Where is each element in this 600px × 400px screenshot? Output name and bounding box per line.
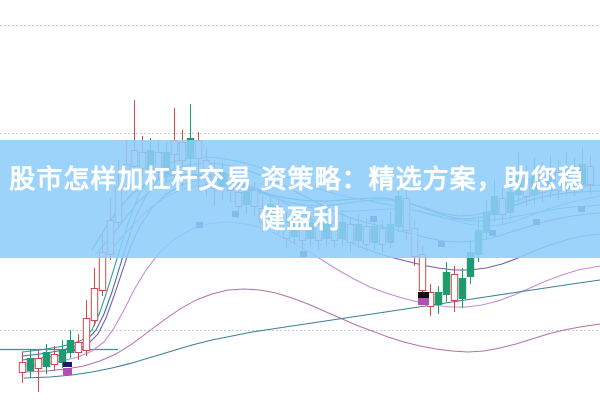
signal-marker xyxy=(63,368,72,375)
candle-body xyxy=(146,150,155,171)
candle-body xyxy=(266,204,275,221)
candle-body xyxy=(378,228,387,245)
signal-marker xyxy=(578,206,585,212)
candle-body xyxy=(82,318,91,351)
candle-body xyxy=(498,198,507,215)
candle-body xyxy=(74,342,83,353)
candle-body xyxy=(250,190,259,207)
candle-body xyxy=(354,224,363,241)
candle-body xyxy=(258,208,267,223)
signal-marker xyxy=(533,219,540,225)
signal-marker xyxy=(232,211,239,217)
candle-body xyxy=(394,196,403,227)
candle-body xyxy=(90,288,99,321)
candle-body xyxy=(490,196,499,215)
ma-line xyxy=(23,279,600,379)
candle-body xyxy=(578,164,587,185)
candle-body xyxy=(330,222,339,241)
candle-body xyxy=(322,220,331,239)
candle-body xyxy=(226,174,235,191)
candle-body xyxy=(418,254,427,291)
candle-body xyxy=(218,172,227,187)
candle-body xyxy=(194,140,203,159)
candle-body xyxy=(58,350,67,363)
candle-body xyxy=(362,226,371,245)
candle-body xyxy=(314,224,323,241)
candle-body xyxy=(290,220,299,237)
candle-body xyxy=(370,226,379,243)
signal-marker xyxy=(418,298,429,305)
candle-body xyxy=(178,142,187,161)
candle-body xyxy=(474,230,483,255)
candle-body xyxy=(386,224,395,243)
candle-body xyxy=(570,170,579,187)
candle-body xyxy=(538,174,547,193)
candle-body xyxy=(34,358,43,369)
candle-body xyxy=(122,164,131,189)
candle-body xyxy=(346,224,355,243)
candle-body xyxy=(410,228,419,257)
candle-body xyxy=(586,166,595,185)
candle-body xyxy=(514,176,523,195)
candle-body xyxy=(466,252,475,277)
candle-body xyxy=(562,168,571,189)
candle-body xyxy=(186,138,195,159)
candle-body xyxy=(554,172,563,191)
candle-body xyxy=(306,222,315,239)
candle-body xyxy=(546,170,555,191)
candle-body xyxy=(210,174,219,189)
candle-body xyxy=(66,340,75,353)
candle-body xyxy=(338,222,347,239)
candle-body xyxy=(282,222,291,239)
signal-marker xyxy=(196,222,203,228)
signal-marker xyxy=(63,362,72,367)
candle-body xyxy=(202,160,211,177)
candle-body xyxy=(506,192,515,213)
candle-body xyxy=(234,192,243,207)
candle-body xyxy=(106,220,115,255)
candle-body xyxy=(522,178,531,197)
candle-body xyxy=(170,140,179,155)
candle-body xyxy=(450,274,459,301)
candle-body xyxy=(402,198,411,231)
ma-line xyxy=(23,288,600,373)
candle-body xyxy=(154,152,163,173)
candle-body xyxy=(98,252,107,291)
signal-marker xyxy=(438,241,445,247)
candle-body xyxy=(482,212,491,233)
candle-body xyxy=(274,206,283,225)
signal-marker xyxy=(489,230,496,236)
candle-body xyxy=(162,152,171,175)
candle-body xyxy=(138,152,147,169)
candle-body xyxy=(26,358,35,371)
candle-body xyxy=(298,222,307,241)
candle-body xyxy=(18,362,27,373)
candle-body xyxy=(458,278,467,299)
signal-marker xyxy=(370,216,377,222)
candle-body xyxy=(114,186,123,223)
candle-body xyxy=(242,188,251,205)
signal-marker xyxy=(418,292,429,298)
candle-body xyxy=(42,352,51,367)
candle-body xyxy=(442,272,451,295)
signal-marker xyxy=(300,251,307,257)
candle-body xyxy=(530,172,539,195)
candle-body xyxy=(434,292,443,305)
candle-body xyxy=(50,354,59,365)
candle-body xyxy=(130,150,139,167)
